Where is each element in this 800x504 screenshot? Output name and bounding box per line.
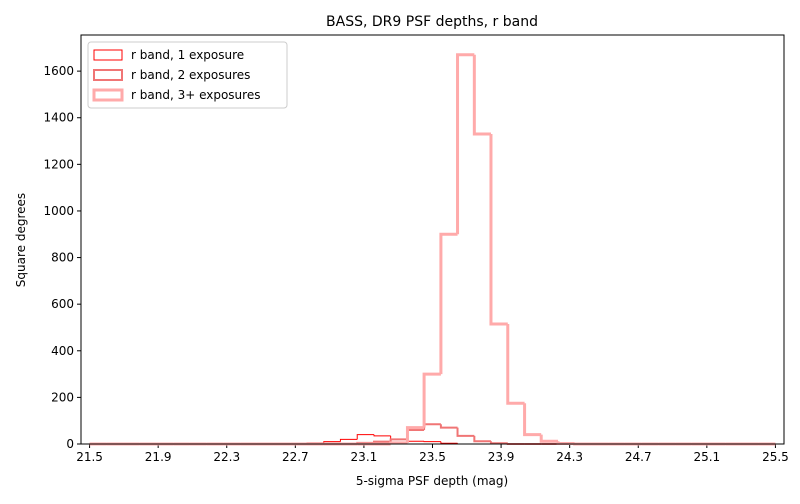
x-tick-label: 23.9	[488, 450, 515, 464]
y-tick-label: 200	[51, 390, 74, 404]
x-tick-label: 22.7	[282, 450, 309, 464]
y-tick-label: 1000	[43, 204, 74, 218]
legend-label: r band, 2 exposures	[131, 68, 250, 82]
y-tick-label: 1400	[43, 111, 74, 125]
y-tick-label: 800	[51, 251, 74, 265]
chart-title: BASS, DR9 PSF depths, r band	[326, 14, 538, 30]
x-tick-label: 23.1	[351, 450, 378, 464]
x-tick-label: 21.5	[76, 450, 103, 464]
x-tick-label: 22.3	[213, 450, 240, 464]
x-axis-label: 5-sigma PSF depth (mag)	[356, 474, 508, 488]
x-tick-label: 25.5	[762, 450, 789, 464]
y-tick-label: 400	[51, 344, 74, 358]
y-tick-label: 600	[51, 297, 74, 311]
x-tick-label: 24.7	[625, 450, 652, 464]
legend-label: r band, 3+ exposures	[131, 88, 260, 102]
x-tick-label: 25.1	[693, 450, 720, 464]
x-tick-label: 21.9	[145, 450, 172, 464]
legend-label: r band, 1 exposure	[131, 48, 244, 62]
y-axis-label: Square degrees	[14, 193, 28, 287]
y-tick-label: 1600	[43, 64, 74, 78]
y-tick-label: 1200	[43, 157, 74, 171]
y-tick-label: 0	[66, 437, 74, 451]
x-tick-label: 24.3	[556, 450, 583, 464]
x-tick-label: 23.5	[419, 450, 446, 464]
